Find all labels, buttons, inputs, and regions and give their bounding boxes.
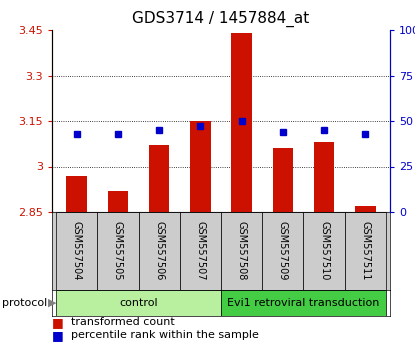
Bar	[231, 33, 252, 212]
Bar	[180, 212, 221, 290]
Bar	[273, 148, 293, 212]
Bar	[345, 212, 386, 290]
Text: GSM557504: GSM557504	[72, 221, 82, 281]
Bar	[221, 212, 262, 290]
Bar	[107, 191, 128, 212]
Text: GSM557510: GSM557510	[319, 221, 329, 281]
Bar	[56, 290, 221, 316]
Bar	[262, 212, 303, 290]
Bar	[303, 212, 345, 290]
Text: GSM557505: GSM557505	[113, 221, 123, 281]
Text: control: control	[119, 298, 158, 308]
Text: GSM557506: GSM557506	[154, 221, 164, 281]
Text: ■: ■	[52, 329, 64, 342]
Text: GSM557508: GSM557508	[237, 221, 247, 281]
Bar	[221, 290, 386, 316]
Title: GDS3714 / 1457884_at: GDS3714 / 1457884_at	[132, 11, 310, 27]
Text: ■: ■	[52, 316, 64, 329]
Text: GSM557507: GSM557507	[195, 221, 205, 281]
Bar	[149, 145, 169, 212]
Text: GSM557511: GSM557511	[360, 221, 370, 281]
Bar	[355, 206, 376, 212]
Text: Evi1 retroviral transduction: Evi1 retroviral transduction	[227, 298, 380, 308]
Text: percentile rank within the sample: percentile rank within the sample	[71, 330, 259, 341]
Bar	[66, 176, 87, 212]
Text: GSM557509: GSM557509	[278, 221, 288, 281]
Bar	[139, 212, 180, 290]
Bar	[56, 212, 98, 290]
Bar	[98, 212, 139, 290]
Bar	[190, 121, 211, 212]
Text: ▶: ▶	[48, 298, 56, 308]
Text: protocol: protocol	[2, 298, 47, 308]
Bar	[314, 142, 334, 212]
Text: transformed count: transformed count	[71, 317, 174, 327]
